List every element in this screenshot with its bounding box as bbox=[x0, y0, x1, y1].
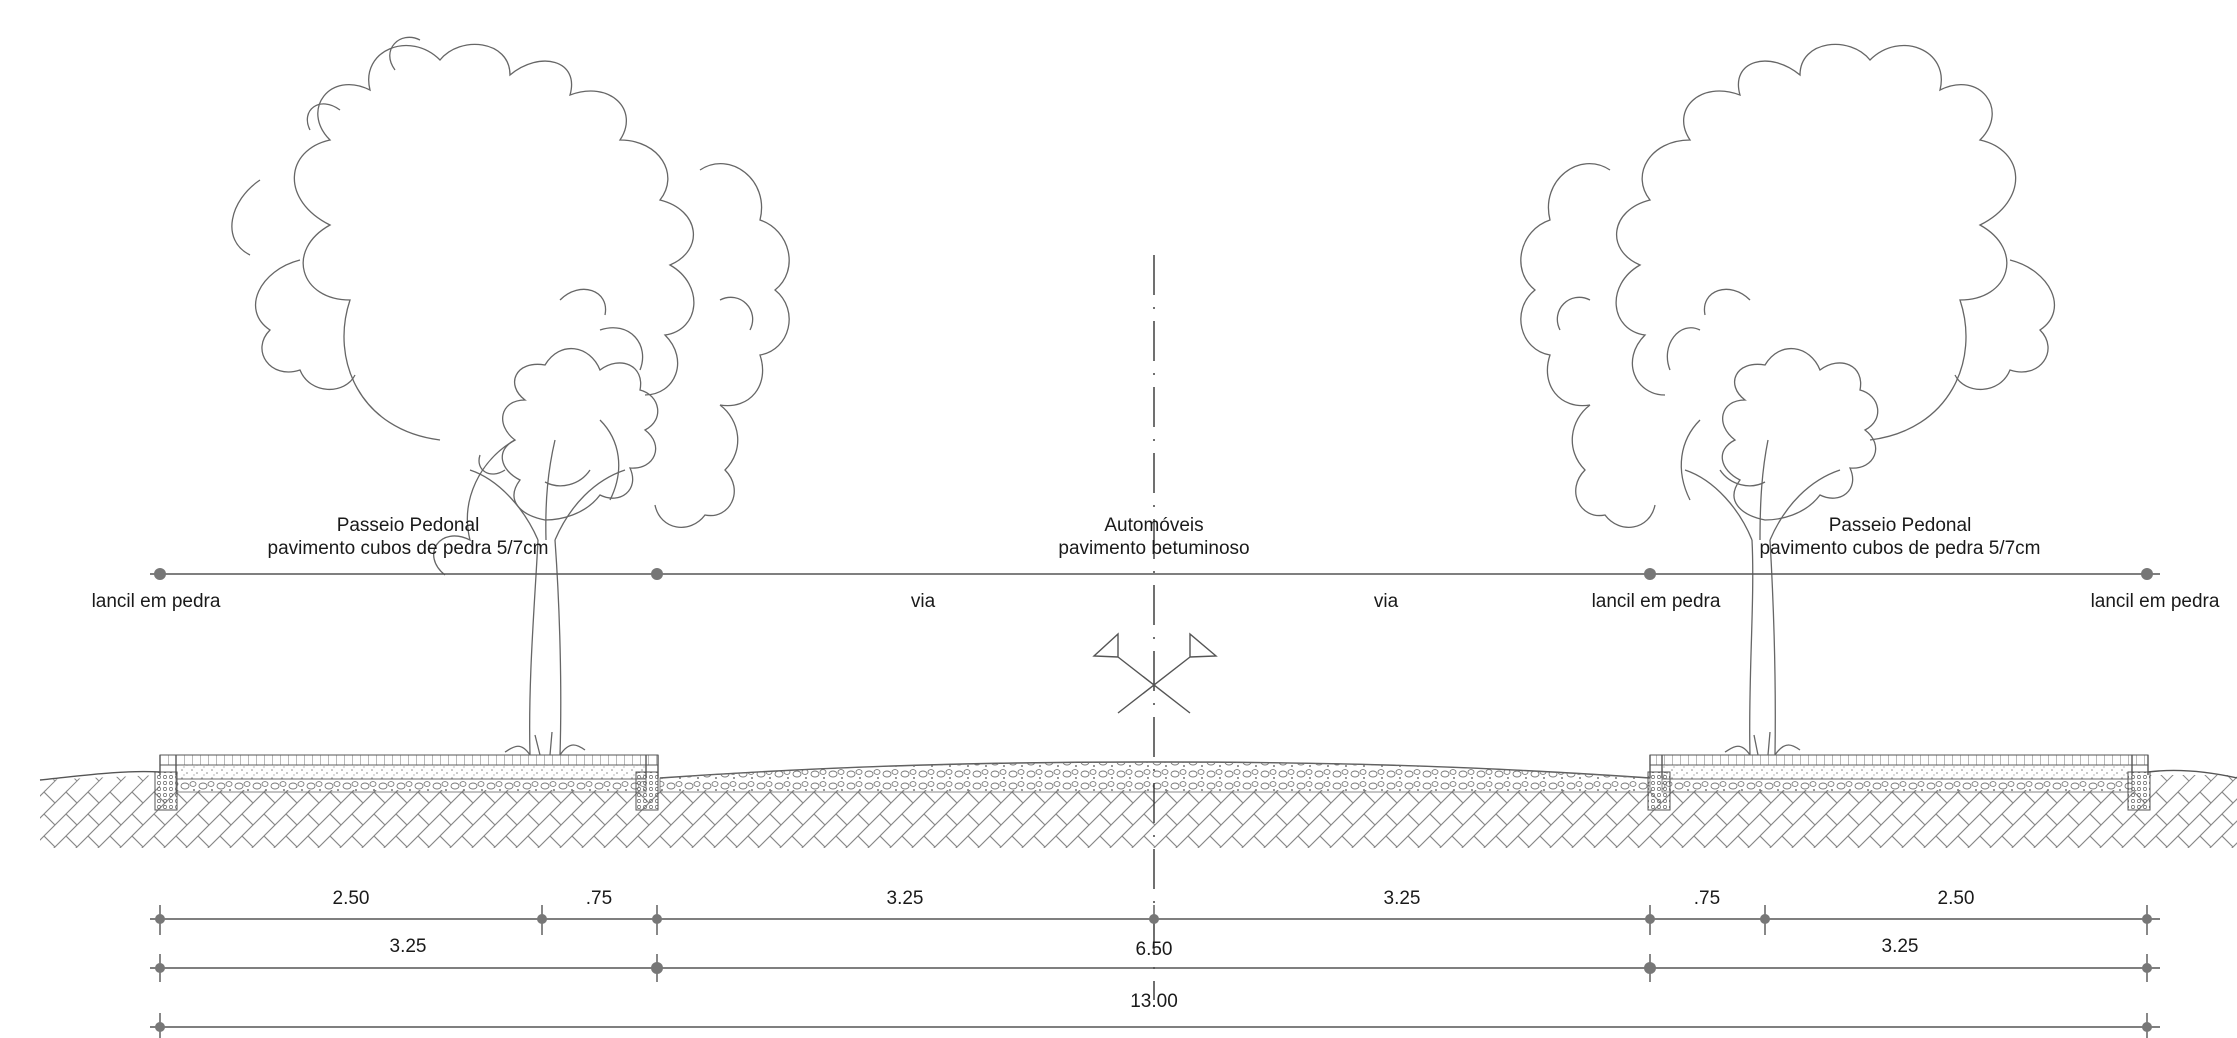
curb-label-left: lancil em pedra bbox=[92, 591, 221, 612]
ref-point-1 bbox=[154, 568, 166, 580]
left-tree-trunk bbox=[504, 539, 586, 756]
right-sidewalk-cobbles bbox=[1649, 754, 2149, 766]
left-sidewalk-paving: pavimento cubos de pedra 5/7cm bbox=[268, 538, 549, 559]
dim-1-3: 3.25 bbox=[887, 888, 924, 909]
ref-point-2 bbox=[651, 568, 663, 580]
left-sidewalk-base bbox=[175, 778, 647, 793]
left-sidewalk-title: Passeio Pedonal bbox=[337, 515, 480, 536]
dim-1-2: .75 bbox=[586, 888, 612, 909]
ground-section bbox=[39, 754, 2237, 848]
left-tree bbox=[231, 36, 790, 756]
right-sidewalk-base bbox=[1661, 778, 2133, 793]
dim-1-1: 2.50 bbox=[333, 888, 370, 909]
dim-1-6: 2.50 bbox=[1938, 888, 1975, 909]
right-sidewalk-title: Passeio Pedonal bbox=[1829, 515, 1972, 536]
via-label-right: via bbox=[1374, 591, 1399, 612]
center-axis bbox=[1092, 255, 1218, 1000]
dim-3-1: 13.00 bbox=[1130, 991, 1178, 1012]
road-title: Automóveis bbox=[1104, 515, 1203, 536]
ref-point-4 bbox=[2141, 568, 2153, 580]
right-curb-inner bbox=[1647, 771, 1671, 811]
road-base-gravel bbox=[659, 761, 1651, 793]
left-sidewalk-cobbles bbox=[159, 754, 659, 766]
right-terrain bbox=[2147, 769, 2237, 779]
ref-point-3 bbox=[1644, 568, 1656, 580]
dim-1-4: 3.25 bbox=[1384, 888, 1421, 909]
curb-label-center-right: lancil em pedra bbox=[1592, 591, 1721, 612]
dimension-row-1: 2.50 .75 3.25 3.25 .75 2.50 bbox=[150, 888, 2160, 935]
dim-2-3: 3.25 bbox=[1882, 936, 1919, 957]
dimension-row-3: 13.00 bbox=[150, 991, 2160, 1038]
dim-1-5: .75 bbox=[1694, 888, 1720, 909]
dim-2-2: 6.50 bbox=[1136, 939, 1173, 960]
right-tree-canopy bbox=[1615, 43, 2017, 521]
curb-label-right: lancil em pedra bbox=[2091, 591, 2220, 612]
slope-arrow-symbol bbox=[1092, 632, 1218, 714]
right-tree bbox=[1520, 43, 2056, 756]
dim-2-1: 3.25 bbox=[390, 936, 427, 957]
left-tree-canopy bbox=[293, 43, 695, 521]
earth-hatch-main bbox=[40, 790, 2237, 848]
dimension-row-2: 3.25 6.50 3.25 bbox=[150, 936, 2160, 982]
right-sidewalk-sand bbox=[1661, 764, 2133, 780]
left-curb-inner bbox=[635, 771, 659, 811]
right-curb-outer bbox=[2127, 771, 2151, 811]
left-sidewalk-sand bbox=[175, 764, 647, 780]
road-paving: pavimento betuminoso bbox=[1058, 538, 1249, 559]
reference-line bbox=[150, 568, 2160, 580]
left-curb-outer bbox=[154, 771, 178, 811]
right-sidewalk-paving: pavimento cubos de pedra 5/7cm bbox=[1760, 538, 2041, 559]
via-label-left: via bbox=[911, 591, 936, 612]
right-tree-trunk bbox=[1724, 539, 1801, 756]
left-terrain bbox=[39, 770, 161, 781]
annotation-labels: Passeio Pedonal pavimento cubos de pedra… bbox=[92, 515, 2220, 612]
